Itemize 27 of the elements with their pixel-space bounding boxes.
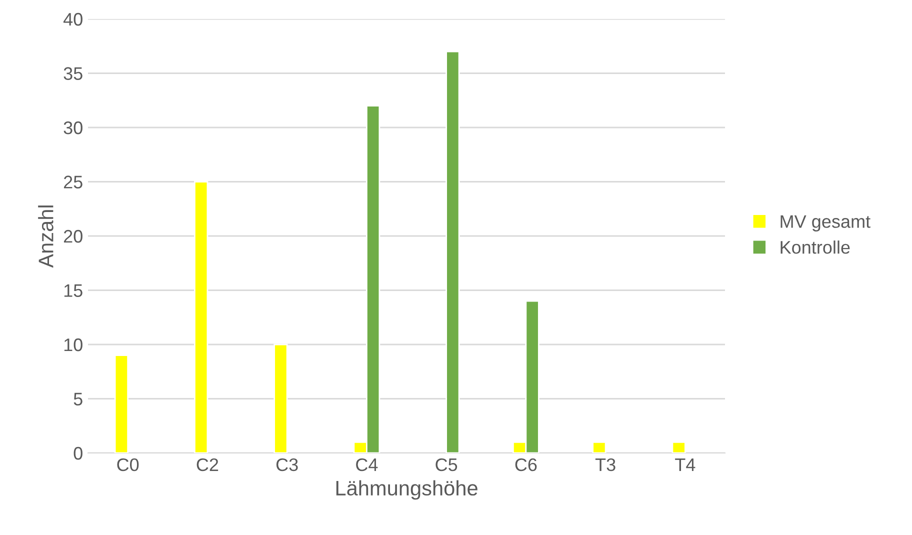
x-tick-label: T4 bbox=[675, 458, 696, 471]
x-tick-label: T3 bbox=[595, 458, 616, 472]
x-tick-label: C5 bbox=[436, 458, 458, 472]
y-tick-label: 40 bbox=[63, 12, 82, 26]
legend-label: MV gesamt bbox=[780, 215, 870, 232]
y-tick-label: 10 bbox=[64, 338, 82, 352]
bar bbox=[114, 354, 129, 453]
y-tick-label: 15 bbox=[64, 284, 82, 297]
y-tick-label: 5 bbox=[74, 392, 82, 406]
y-tick-label: 20 bbox=[64, 230, 82, 243]
y-tick-label: 35 bbox=[64, 67, 82, 80]
x-tick-label: C2 bbox=[196, 458, 218, 472]
y-tick-label: 30 bbox=[64, 121, 82, 134]
x-tick-label: C0 bbox=[117, 458, 139, 472]
bar bbox=[194, 181, 208, 453]
bar bbox=[274, 344, 288, 453]
bar bbox=[672, 441, 686, 453]
x-tick-label: C6 bbox=[515, 458, 537, 472]
x-tick-label: C4 bbox=[356, 458, 378, 472]
y-tick-label: 0 bbox=[74, 446, 82, 460]
bar bbox=[592, 441, 606, 453]
x-axis-title: Lähmungshöhe bbox=[336, 480, 478, 500]
bar bbox=[446, 50, 460, 453]
y-tick-label: 25 bbox=[64, 176, 82, 188]
y-axis-title: Anzahl bbox=[38, 206, 54, 268]
legend-label: Kontrolle bbox=[780, 240, 850, 254]
x-tick-label: C3 bbox=[276, 458, 298, 472]
